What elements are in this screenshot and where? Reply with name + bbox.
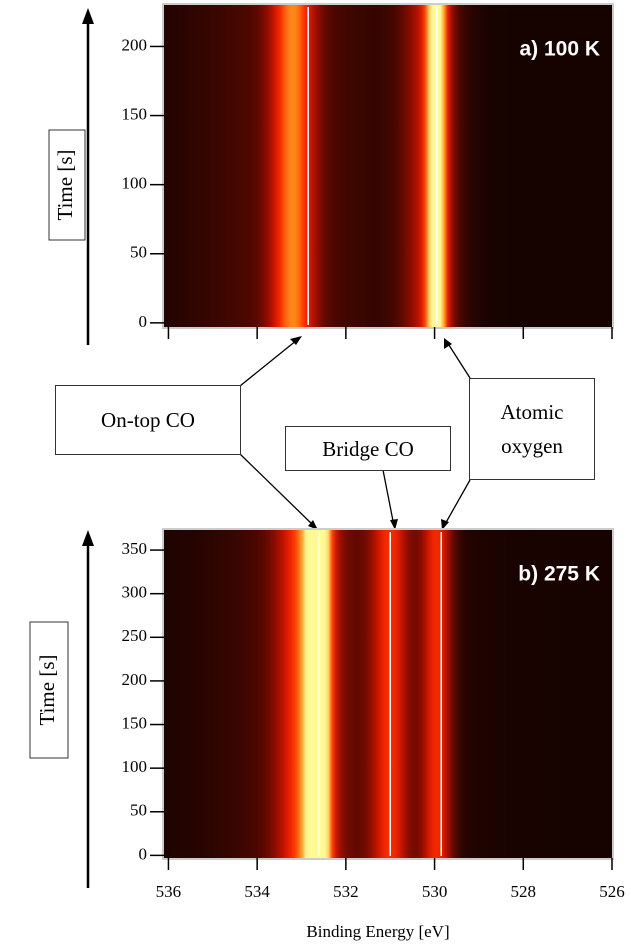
heatmap	[164, 530, 612, 858]
arrowheads	[82, 8, 452, 546]
plot-frame	[162, 3, 614, 329]
y-tick-label: 0	[139, 844, 148, 863]
y-label-box	[29, 621, 69, 759]
x-tick-label: 526	[599, 882, 625, 901]
y-tick-label: 300	[122, 583, 148, 602]
annotation: Atomic oxygen	[469, 378, 595, 480]
y-tick-label: 350	[122, 539, 148, 558]
panel-label: a) 100 K	[519, 38, 600, 61]
y-tick-label: 100	[122, 174, 148, 193]
annotation: Bridge CO	[285, 426, 451, 471]
y-tick-label: 200	[122, 670, 148, 689]
y-axis-label: Time [s]	[35, 655, 59, 726]
annotation-arrows	[239, 339, 471, 527]
x-axis-label: Binding Energy [eV]	[306, 922, 449, 941]
plot-frame	[162, 528, 614, 860]
y-tick-label: 200	[122, 35, 148, 54]
x-tick-label: 536	[156, 882, 182, 901]
y-tick-label: 0	[139, 312, 148, 331]
panel-label: b) 275 K	[518, 563, 600, 586]
x-tick-label: 528	[511, 882, 537, 901]
x-tick-label: 534	[244, 882, 270, 901]
y-label-box	[48, 129, 86, 241]
y-tick-label: 50	[130, 243, 147, 262]
y-tick-label: 50	[130, 801, 147, 820]
y-tick-label: 100	[122, 757, 148, 776]
annotation: On-top CO	[55, 385, 241, 455]
heatmap	[164, 5, 612, 327]
y-tick-label: 150	[122, 104, 148, 123]
x-tick-label: 530	[422, 882, 448, 901]
y-axis-label: Time [s]	[53, 150, 77, 221]
y-tick-label: 150	[122, 713, 148, 732]
x-tick-label: 532	[333, 882, 359, 901]
y-tick-label: 250	[122, 626, 148, 645]
